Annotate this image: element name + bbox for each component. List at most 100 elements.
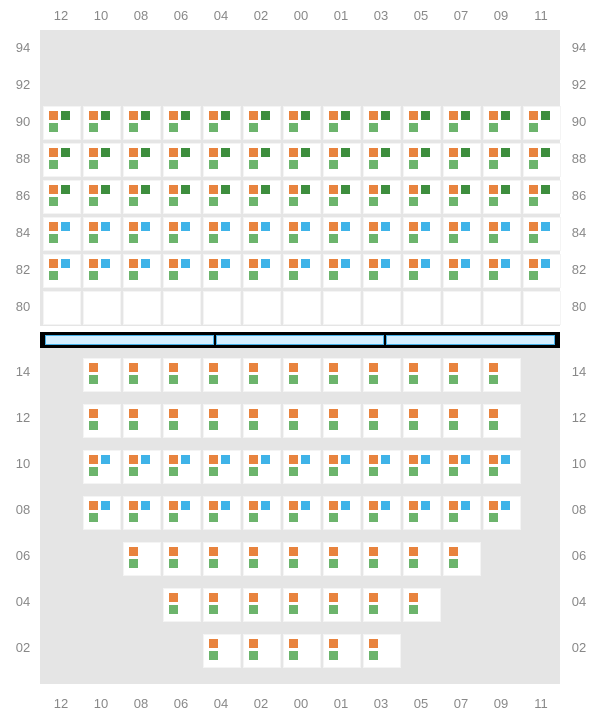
seat-cell-84-05[interactable] bbox=[403, 217, 441, 251]
seat-cell-90-08[interactable] bbox=[123, 106, 161, 140]
seat-cell-12-05[interactable] bbox=[403, 404, 441, 438]
seat-cell-82-12[interactable] bbox=[43, 254, 81, 288]
seat-cell-80-10[interactable] bbox=[83, 291, 121, 325]
seat-cell-88-09[interactable] bbox=[483, 143, 521, 177]
seat-cell-88-04[interactable] bbox=[203, 143, 241, 177]
seat-cell-12-09[interactable] bbox=[483, 404, 521, 438]
seat-cell-90-12[interactable] bbox=[43, 106, 81, 140]
seat-cell-08-00[interactable] bbox=[283, 496, 321, 530]
seat-cell-84-01[interactable] bbox=[323, 217, 361, 251]
seat-cell-08-09[interactable] bbox=[483, 496, 521, 530]
seat-cell-14-02[interactable] bbox=[243, 358, 281, 392]
seat-cell-12-08[interactable] bbox=[123, 404, 161, 438]
seat-cell-84-10[interactable] bbox=[83, 217, 121, 251]
seat-cell-08-03[interactable] bbox=[363, 496, 401, 530]
seat-cell-80-04[interactable] bbox=[203, 291, 241, 325]
seat-cell-88-05[interactable] bbox=[403, 143, 441, 177]
seat-cell-08-04[interactable] bbox=[203, 496, 241, 530]
seat-cell-82-09[interactable] bbox=[483, 254, 521, 288]
seat-cell-10-06[interactable] bbox=[163, 450, 201, 484]
seat-cell-14-08[interactable] bbox=[123, 358, 161, 392]
seat-cell-88-12[interactable] bbox=[43, 143, 81, 177]
seat-cell-80-02[interactable] bbox=[243, 291, 281, 325]
seat-cell-10-04[interactable] bbox=[203, 450, 241, 484]
seat-cell-06-08[interactable] bbox=[123, 542, 161, 576]
seat-cell-80-05[interactable] bbox=[403, 291, 441, 325]
seat-cell-88-03[interactable] bbox=[363, 143, 401, 177]
seat-cell-86-01[interactable] bbox=[323, 180, 361, 214]
seat-cell-14-06[interactable] bbox=[163, 358, 201, 392]
seat-cell-14-03[interactable] bbox=[363, 358, 401, 392]
seat-cell-88-10[interactable] bbox=[83, 143, 121, 177]
seat-cell-90-07[interactable] bbox=[443, 106, 481, 140]
seat-cell-82-07[interactable] bbox=[443, 254, 481, 288]
divider-segment[interactable] bbox=[45, 335, 214, 345]
seat-cell-84-02[interactable] bbox=[243, 217, 281, 251]
seat-cell-06-07[interactable] bbox=[443, 542, 481, 576]
seat-cell-88-11[interactable] bbox=[523, 143, 561, 177]
seat-cell-90-05[interactable] bbox=[403, 106, 441, 140]
seat-cell-84-03[interactable] bbox=[363, 217, 401, 251]
seat-cell-14-10[interactable] bbox=[83, 358, 121, 392]
seat-cell-86-11[interactable] bbox=[523, 180, 561, 214]
divider-segment[interactable] bbox=[386, 335, 555, 345]
seat-cell-82-11[interactable] bbox=[523, 254, 561, 288]
seat-cell-88-01[interactable] bbox=[323, 143, 361, 177]
seat-cell-08-06[interactable] bbox=[163, 496, 201, 530]
seat-cell-86-07[interactable] bbox=[443, 180, 481, 214]
seat-cell-10-00[interactable] bbox=[283, 450, 321, 484]
seat-cell-10-08[interactable] bbox=[123, 450, 161, 484]
seat-cell-82-02[interactable] bbox=[243, 254, 281, 288]
seat-cell-12-01[interactable] bbox=[323, 404, 361, 438]
seat-cell-82-01[interactable] bbox=[323, 254, 361, 288]
seat-cell-86-09[interactable] bbox=[483, 180, 521, 214]
seat-cell-86-05[interactable] bbox=[403, 180, 441, 214]
seat-cell-04-03[interactable] bbox=[363, 588, 401, 622]
seat-cell-86-08[interactable] bbox=[123, 180, 161, 214]
seat-cell-04-00[interactable] bbox=[283, 588, 321, 622]
seat-cell-86-02[interactable] bbox=[243, 180, 281, 214]
seat-cell-80-06[interactable] bbox=[163, 291, 201, 325]
seat-cell-08-01[interactable] bbox=[323, 496, 361, 530]
seat-cell-90-04[interactable] bbox=[203, 106, 241, 140]
seat-cell-08-08[interactable] bbox=[123, 496, 161, 530]
seat-cell-88-02[interactable] bbox=[243, 143, 281, 177]
seat-cell-10-05[interactable] bbox=[403, 450, 441, 484]
seat-cell-10-02[interactable] bbox=[243, 450, 281, 484]
seat-cell-02-03[interactable] bbox=[363, 634, 401, 668]
seat-cell-84-00[interactable] bbox=[283, 217, 321, 251]
seat-cell-14-09[interactable] bbox=[483, 358, 521, 392]
seat-cell-84-04[interactable] bbox=[203, 217, 241, 251]
seat-cell-82-03[interactable] bbox=[363, 254, 401, 288]
seat-cell-04-05[interactable] bbox=[403, 588, 441, 622]
seat-cell-08-07[interactable] bbox=[443, 496, 481, 530]
seat-cell-90-02[interactable] bbox=[243, 106, 281, 140]
seat-cell-82-00[interactable] bbox=[283, 254, 321, 288]
seat-cell-88-08[interactable] bbox=[123, 143, 161, 177]
seat-cell-90-00[interactable] bbox=[283, 106, 321, 140]
seat-cell-12-06[interactable] bbox=[163, 404, 201, 438]
seat-cell-88-00[interactable] bbox=[283, 143, 321, 177]
seat-cell-04-01[interactable] bbox=[323, 588, 361, 622]
seat-cell-86-03[interactable] bbox=[363, 180, 401, 214]
seat-cell-08-10[interactable] bbox=[83, 496, 121, 530]
seat-cell-10-07[interactable] bbox=[443, 450, 481, 484]
seat-cell-06-05[interactable] bbox=[403, 542, 441, 576]
seat-cell-84-08[interactable] bbox=[123, 217, 161, 251]
seat-cell-12-10[interactable] bbox=[83, 404, 121, 438]
seat-cell-12-00[interactable] bbox=[283, 404, 321, 438]
seat-cell-14-05[interactable] bbox=[403, 358, 441, 392]
seat-cell-80-08[interactable] bbox=[123, 291, 161, 325]
seat-cell-06-02[interactable] bbox=[243, 542, 281, 576]
seat-cell-90-09[interactable] bbox=[483, 106, 521, 140]
seat-cell-12-02[interactable] bbox=[243, 404, 281, 438]
seat-cell-02-04[interactable] bbox=[203, 634, 241, 668]
seat-cell-06-00[interactable] bbox=[283, 542, 321, 576]
seat-cell-84-07[interactable] bbox=[443, 217, 481, 251]
seat-cell-86-12[interactable] bbox=[43, 180, 81, 214]
seat-cell-84-06[interactable] bbox=[163, 217, 201, 251]
seat-cell-10-09[interactable] bbox=[483, 450, 521, 484]
seat-cell-14-01[interactable] bbox=[323, 358, 361, 392]
seat-cell-14-04[interactable] bbox=[203, 358, 241, 392]
seat-cell-82-06[interactable] bbox=[163, 254, 201, 288]
